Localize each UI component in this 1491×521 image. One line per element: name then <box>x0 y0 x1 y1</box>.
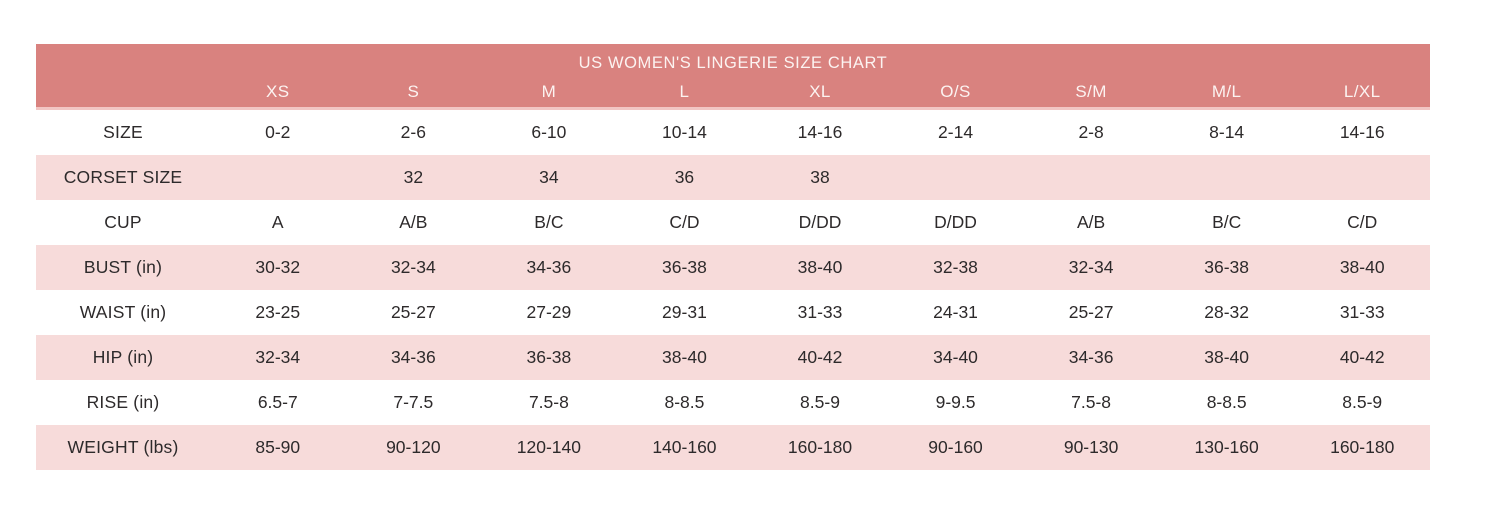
table-cell: D/DD <box>798 212 842 232</box>
table-cell: 34-36 <box>526 257 572 277</box>
table-cell: 120-140 <box>516 437 581 457</box>
size-chart-table: US WOMEN'S LINGERIE SIZE CHART XS S M L XL O/… <box>36 44 1430 470</box>
table-row: BUST (in) 30-32 32-34 34-36 36-38 38-40 32-38 3… <box>36 245 1430 290</box>
table-cell: B/C <box>1212 212 1242 232</box>
table-cell: 90-130 <box>1063 437 1119 457</box>
row-label: SIZE <box>103 122 143 142</box>
table-cell: 36-38 <box>526 347 572 367</box>
table-cell: 14-16 <box>797 122 843 142</box>
column-header: XL <box>809 81 831 101</box>
column-header: M/L <box>1211 81 1242 101</box>
table-cell: 140-160 <box>652 437 717 457</box>
chart-title: US WOMEN'S LINGERIE SIZE CHART <box>578 54 888 72</box>
column-header: L <box>679 81 690 101</box>
row-label: WAIST (in) <box>79 302 167 322</box>
table-cell: 14-16 <box>1339 122 1385 142</box>
table-cell: 8-14 <box>1209 122 1245 142</box>
table-row: WEIGHT (lbs) 85-90 90-120 120-140 140-160 160… <box>36 425 1430 470</box>
table-cell: 9-9.5 <box>935 392 976 412</box>
table-cell: 34-40 <box>933 347 978 367</box>
table-cell: 34-36 <box>390 347 436 367</box>
table-row: WAIST (in) 23-25 25-27 27-29 29-31 31-33 24-31… <box>36 290 1430 335</box>
table-cell: 38-40 <box>1204 347 1250 367</box>
table-cell: 7-7.5 <box>393 392 434 412</box>
table-cell: 32-34 <box>390 257 436 277</box>
table-cell: 160-180 <box>1330 437 1395 457</box>
column-header: M <box>541 81 557 101</box>
table-cell: 7.5-8 <box>1071 392 1112 412</box>
table-row: SIZE 0-2 2-6 6-10 10-14 14-16 2-14 2-8 8-14 14-16 <box>36 110 1430 155</box>
row-label: HIP (in) <box>92 347 154 367</box>
table-cell: 8-8.5 <box>664 392 705 412</box>
table-cell: 32-34 <box>255 347 301 367</box>
row-label: CORSET SIZE <box>63 167 183 187</box>
table-cell: 2-8 <box>1078 122 1104 142</box>
table-cell: 8-8.5 <box>1206 392 1247 412</box>
table-cell: 130-160 <box>1194 437 1259 457</box>
table-cell: 32-38 <box>933 257 978 277</box>
table-cell: 40-42 <box>797 347 843 367</box>
table-cell: 40-42 <box>1339 347 1385 367</box>
table-cell: 90-120 <box>386 437 441 457</box>
table-body: SIZE 0-2 2-6 6-10 10-14 14-16 2-14 2-8 8-14 14-16… <box>36 110 1430 470</box>
table-cell: C/D <box>669 212 700 232</box>
table-cell: 8.5-9 <box>800 392 840 412</box>
table-cell: B/C <box>534 212 564 232</box>
table-cell: 29-31 <box>662 302 707 322</box>
table-cell: 36 <box>674 167 695 187</box>
table-cell: A/B <box>1076 212 1106 232</box>
table-row: CORSET SIZE 32 34 36 38 <box>36 155 1430 200</box>
table-cell: 36-38 <box>662 257 707 277</box>
table-cell: 0-2 <box>265 122 291 142</box>
table-cell: 25-27 <box>390 302 436 322</box>
column-header: XS <box>266 81 290 101</box>
table-cell: C/D <box>1347 212 1378 232</box>
table-header-band: US WOMEN'S LINGERIE SIZE CHART XS S M L XL O/… <box>36 44 1430 110</box>
table-cell: 30-32 <box>255 257 301 277</box>
column-header: S <box>407 81 420 101</box>
row-label: WEIGHT (lbs) <box>67 437 179 457</box>
table-cell: 8.5-9 <box>1342 392 1383 412</box>
table-cell: 10-14 <box>662 122 707 142</box>
table-cell: 36-38 <box>1204 257 1250 277</box>
table-cell: 27-29 <box>526 302 572 322</box>
table-cell: A <box>271 212 284 232</box>
table-cell: 6.5-7 <box>257 392 298 412</box>
table-row: HIP (in) 32-34 34-36 36-38 38-40 40-42 34-40 34… <box>36 335 1430 380</box>
table-cell: 31-33 <box>797 302 843 322</box>
row-label: CUP <box>104 212 142 232</box>
row-label: RISE (in) <box>86 392 160 412</box>
column-header-row: XS S M L XL O/S S/M M/L L/XL <box>36 76 1430 107</box>
table-cell: A/B <box>399 212 428 232</box>
table-cell: 38-40 <box>662 347 707 367</box>
table-cell: 31-33 <box>1339 302 1385 322</box>
table-cell: 34 <box>539 167 559 187</box>
table-cell: 6-10 <box>531 122 567 142</box>
table-cell: 38 <box>810 167 830 187</box>
table-cell: 25-27 <box>1068 302 1114 322</box>
row-label: BUST (in) <box>83 257 163 277</box>
table-cell: 32 <box>403 167 424 187</box>
table-cell: 34-36 <box>1068 347 1114 367</box>
table-cell: 23-25 <box>255 302 301 322</box>
table-cell: 28-32 <box>1204 302 1250 322</box>
column-header: L/XL <box>1343 81 1381 101</box>
table-row: RISE (in) 6.5-7 7-7.5 7.5-8 8-8.5 8.5-9 9-9.5 7… <box>36 380 1430 425</box>
table-cell: 32-34 <box>1068 257 1114 277</box>
table-cell: 38-40 <box>797 257 843 277</box>
table-cell: 90-160 <box>928 437 983 457</box>
table-cell: 24-31 <box>933 302 978 322</box>
table-cell: 38-40 <box>1339 257 1385 277</box>
column-header: O/S <box>940 81 971 101</box>
table-row: CUP A A/B B/C C/D D/DD D/DD A/B B/C C/D <box>36 200 1430 245</box>
table-cell: 160-180 <box>787 437 853 457</box>
table-cell: 2-14 <box>938 122 974 142</box>
table-cell: 85-90 <box>255 437 301 457</box>
table-cell: 2-6 <box>400 122 426 142</box>
table-cell: 7.5-8 <box>528 392 569 412</box>
column-header: S/M <box>1075 81 1107 101</box>
table-cell: D/DD <box>934 212 977 232</box>
